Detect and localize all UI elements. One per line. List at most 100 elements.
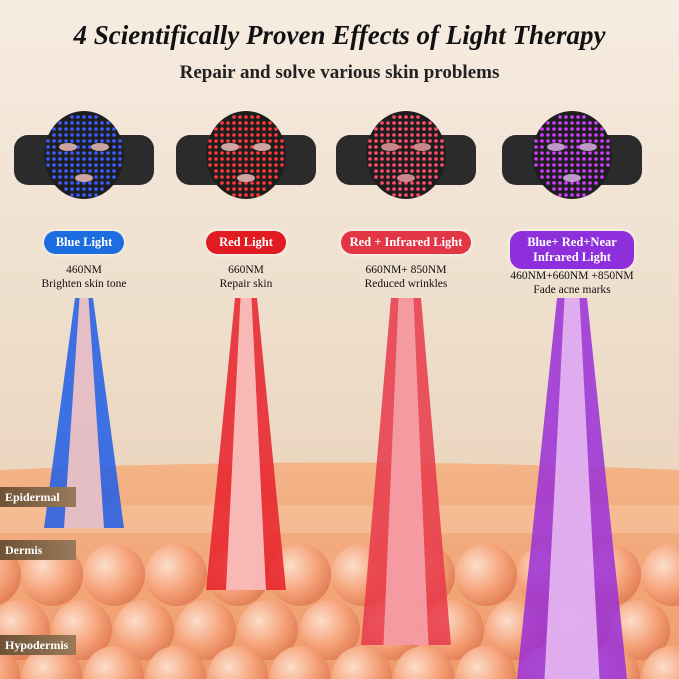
- led: [380, 163, 384, 167]
- led: [226, 181, 230, 185]
- led: [416, 115, 420, 119]
- led: [268, 121, 272, 125]
- led: [250, 169, 254, 173]
- led: [600, 163, 604, 167]
- effect: Fade acne marks: [533, 284, 611, 296]
- led: [232, 187, 236, 191]
- led: [368, 145, 372, 149]
- led: [238, 181, 242, 185]
- led: [100, 133, 104, 137]
- led: [588, 139, 592, 143]
- led: [76, 181, 80, 185]
- led: [374, 151, 378, 155]
- led: [570, 151, 574, 155]
- led: [94, 193, 98, 197]
- led: [386, 175, 390, 179]
- led: [106, 169, 110, 173]
- subtitle: Repair and solve various skin problems: [179, 62, 500, 83]
- led: [244, 193, 248, 197]
- led: [100, 163, 104, 167]
- led: [594, 139, 598, 143]
- led: [428, 181, 432, 185]
- led: [558, 127, 562, 131]
- led: [582, 181, 586, 185]
- led: [280, 145, 284, 149]
- led: [582, 139, 586, 143]
- led: [268, 139, 272, 143]
- led: [404, 145, 408, 149]
- led: [576, 163, 580, 167]
- led: [564, 133, 568, 137]
- led: [552, 127, 556, 131]
- led: [82, 163, 86, 167]
- led: [588, 157, 592, 161]
- led: [64, 163, 68, 167]
- led: [576, 115, 580, 119]
- led: [256, 163, 260, 167]
- led: [82, 157, 86, 161]
- led: [238, 151, 242, 155]
- led: [368, 163, 372, 167]
- led: [398, 193, 402, 197]
- led: [546, 121, 550, 125]
- led: [570, 145, 574, 149]
- led: [422, 187, 426, 191]
- cell: [641, 544, 679, 606]
- led: [404, 139, 408, 143]
- led: [534, 163, 538, 167]
- led: [88, 181, 92, 185]
- led: [434, 169, 438, 173]
- led: [558, 139, 562, 143]
- led: [220, 121, 224, 125]
- led: [564, 181, 568, 185]
- led: [404, 163, 408, 167]
- mode-info: 460NM+660NM +850NM Fade acne marks: [492, 269, 652, 297]
- led: [106, 157, 110, 161]
- light-beam-core: [64, 298, 104, 528]
- led: [434, 163, 438, 167]
- led: [588, 151, 592, 155]
- led: [70, 115, 74, 119]
- led: [434, 145, 438, 149]
- led: [70, 163, 74, 167]
- led: [64, 127, 68, 131]
- led: [380, 127, 384, 131]
- led: [274, 175, 278, 179]
- led: [588, 163, 592, 167]
- led: [564, 193, 568, 197]
- led: [256, 175, 260, 179]
- led: [226, 139, 230, 143]
- led: [582, 169, 586, 173]
- led: [52, 163, 56, 167]
- led: [82, 115, 86, 119]
- led: [404, 193, 408, 197]
- led: [558, 175, 562, 179]
- led: [232, 169, 236, 173]
- led: [600, 145, 604, 149]
- led: [564, 145, 568, 149]
- led: [70, 127, 74, 131]
- cell: [455, 544, 517, 606]
- mask-opening: [397, 174, 415, 182]
- led: [70, 193, 74, 197]
- led: [58, 163, 62, 167]
- led: [576, 169, 580, 173]
- cell: [0, 545, 21, 605]
- led: [386, 157, 390, 161]
- led: [534, 139, 538, 143]
- led: [214, 175, 218, 179]
- led: [440, 163, 444, 167]
- led: [606, 163, 610, 167]
- led: [392, 121, 396, 125]
- led: [58, 181, 62, 185]
- led: [262, 187, 266, 191]
- led: [244, 127, 248, 131]
- led: [606, 145, 610, 149]
- led: [422, 151, 426, 155]
- led: [88, 115, 92, 119]
- led: [82, 193, 86, 197]
- led: [380, 151, 384, 155]
- led: [214, 145, 218, 149]
- led: [112, 145, 116, 149]
- led: [410, 181, 414, 185]
